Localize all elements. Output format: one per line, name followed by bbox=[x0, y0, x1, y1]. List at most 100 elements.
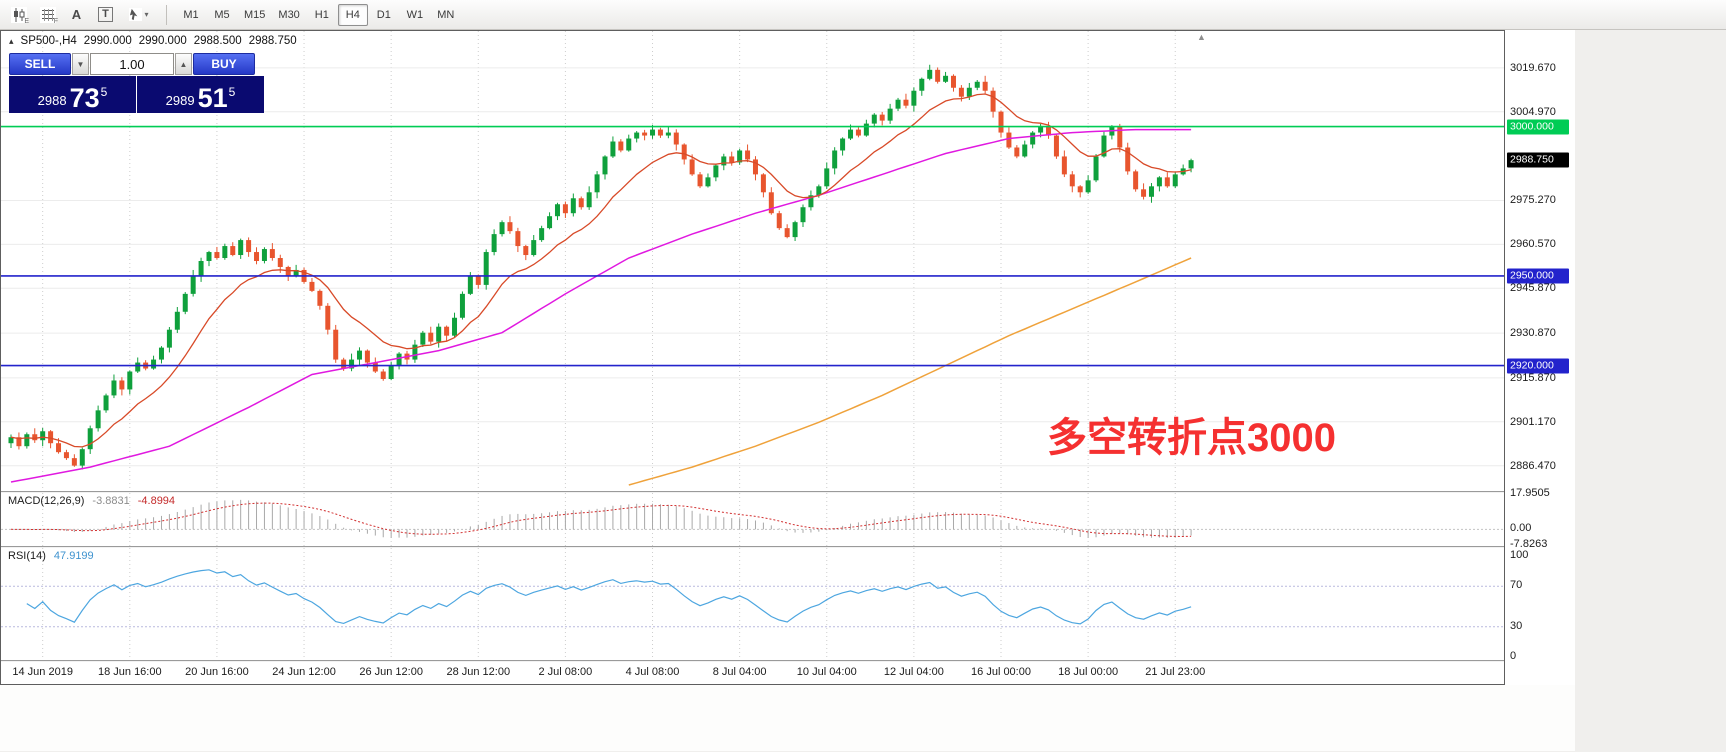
window-bottom-area bbox=[0, 685, 1575, 751]
time-axis-label: 26 Jun 12:00 bbox=[359, 666, 423, 678]
volume-up-button[interactable]: ▲ bbox=[175, 53, 192, 75]
time-axis-label: 21 Jul 23:00 bbox=[1145, 666, 1206, 678]
volume-dropdown-button[interactable]: ▼ bbox=[72, 53, 89, 75]
rsi-value: 47.9199 bbox=[53, 550, 94, 562]
ma-mid-line bbox=[10, 128, 1192, 483]
chart-workspace: 14 Jun 2019 18 Jun 16:00 20 Jun 16:00 24 Ju… bbox=[0, 30, 1726, 685]
macd-scale-label: -7.8263 bbox=[1510, 537, 1548, 550]
rsi-scale-label: 30 bbox=[1510, 619, 1523, 632]
icon-badge: E bbox=[24, 17, 29, 25]
chart-grid-icon[interactable]: F bbox=[34, 3, 61, 27]
one-click-collapse-arrow[interactable]: ▴ bbox=[9, 35, 14, 46]
timeframe-button-w1[interactable]: W1 bbox=[406, 8, 424, 21]
price-badge: 2920.000 bbox=[1507, 358, 1569, 374]
time-axis-label: 12 Jul 04:00 bbox=[883, 666, 944, 678]
price-badge: 2988.750 bbox=[1507, 152, 1569, 168]
price-scale-label: 2975.270 bbox=[1510, 194, 1556, 207]
rsi-label: RSI(14) bbox=[8, 550, 46, 562]
sell-price-big: 73 bbox=[69, 83, 100, 114]
macd-label: MACD(12,26,9) bbox=[8, 495, 85, 507]
macd-header: MACD(12,26,9) -3.8831 -4.8994 bbox=[8, 495, 175, 507]
rsi-scale-label: 0 bbox=[1510, 650, 1517, 662]
time-axis-label: 14 Jun 2019 bbox=[12, 666, 73, 678]
price-scale-column[interactable]: 3019.670 3004.970 2975.270 2960.570 2945.870… bbox=[1505, 30, 1575, 685]
rsi-line bbox=[26, 569, 1192, 625]
macd-signal-value: -4.8994 bbox=[137, 495, 176, 507]
price-scale-label: 2960.570 bbox=[1510, 238, 1556, 251]
candlestick-chart-icon[interactable]: E bbox=[5, 3, 32, 27]
time-axis-label: 18 Jul 00:00 bbox=[1058, 666, 1119, 678]
dropdown-caret-icon: ▾ bbox=[144, 10, 149, 19]
buy-price-big: 51 bbox=[197, 83, 228, 114]
cursor-tools-icon[interactable]: ▾ bbox=[121, 3, 157, 27]
symbol-timeframe-label: SP500-,H4 bbox=[20, 35, 77, 47]
panel-splitter[interactable] bbox=[1, 660, 1504, 662]
open-value: 2990.000 bbox=[83, 35, 132, 47]
time-axis[interactable]: 14 Jun 2019 18 Jun 16:00 20 Jun 16:00 24 Ju… bbox=[1, 662, 1504, 684]
macd-main-value: -3.8831 bbox=[92, 495, 130, 507]
macd-signal-line bbox=[10, 502, 1192, 538]
timeframe-button-mn[interactable]: MN bbox=[437, 8, 455, 21]
sell-price-prefix: 2988 bbox=[37, 93, 67, 109]
time-axis-label: 16 Jul 00:00 bbox=[971, 666, 1031, 678]
low-value: 2988.500 bbox=[193, 35, 242, 47]
chart-plots: 14 Jun 2019 18 Jun 16:00 20 Jun 16:00 24 Ju… bbox=[0, 30, 1505, 685]
buy-price-prefix: 2989 bbox=[165, 93, 195, 109]
icon-badge: F bbox=[53, 17, 58, 25]
price-badge: 3000.000 bbox=[1507, 119, 1569, 135]
price-scale-label: 3004.970 bbox=[1510, 105, 1556, 118]
timeframe-button-m5[interactable]: M5 bbox=[214, 8, 230, 21]
time-axis-label: 28 Jun 12:00 bbox=[446, 666, 511, 678]
macd-histogram bbox=[18, 499, 1192, 538]
chart-ohlc-header: ▴ SP500-,H4 2990.000 2990.000 2988.500 2… bbox=[9, 35, 297, 47]
buy-price-display[interactable]: 2989 51 5 bbox=[137, 76, 264, 113]
text-annotation-icon[interactable]: A bbox=[71, 7, 82, 22]
time-axis-label: 4 Jul 08:00 bbox=[625, 666, 680, 678]
price-badge: 2950.000 bbox=[1507, 268, 1569, 284]
ma-fast-line bbox=[10, 93, 1192, 448]
text-box-icon[interactable]: T bbox=[92, 3, 119, 27]
time-axis-label: 24 Jun 12:00 bbox=[272, 666, 336, 678]
price-scale-label: 2886.470 bbox=[1510, 459, 1556, 472]
timeframe-button-d1[interactable]: D1 bbox=[376, 8, 391, 21]
rsi-indicator-panel[interactable] bbox=[1, 548, 1504, 660]
high-value: 2990.000 bbox=[138, 35, 187, 47]
sell-price-pip: 5 bbox=[100, 85, 108, 99]
time-axis-label: 2 Jul 08:00 bbox=[538, 666, 593, 678]
time-axis-label: 10 Jul 04:00 bbox=[796, 666, 857, 678]
price-scale-label: 3019.670 bbox=[1510, 61, 1556, 74]
chart-shift-marker-icon[interactable]: ▲ bbox=[1197, 32, 1206, 42]
macd-scale-label: 0.00 bbox=[1510, 522, 1532, 535]
buy-button[interactable]: BUY bbox=[193, 53, 255, 75]
buy-price-pip: 5 bbox=[228, 85, 236, 99]
price-scale-label: 2930.870 bbox=[1510, 327, 1556, 340]
one-click-trading-panel: SELL ▼ ▲ BUY 2988 73 5 2989 51 5 bbox=[9, 53, 264, 113]
panel-splitter[interactable] bbox=[1, 546, 1504, 548]
rsi-header: RSI(14) 47.9199 bbox=[8, 550, 94, 562]
timeframe-button-h1[interactable]: H1 bbox=[314, 8, 329, 21]
time-axis-label: 20 Jun 16:00 bbox=[185, 666, 249, 678]
timeframe-button-h4[interactable]: H4 bbox=[337, 3, 368, 26]
timeframe-button-m30[interactable]: M30 bbox=[278, 8, 300, 21]
rsi-scale-label: 70 bbox=[1510, 579, 1523, 592]
price-scale-label: 2901.170 bbox=[1510, 415, 1556, 428]
price-scale-label: 2945.870 bbox=[1510, 282, 1556, 295]
chart-text-annotation: 多空转折点3000 bbox=[1047, 416, 1336, 460]
price-scale-label: 2915.870 bbox=[1510, 371, 1556, 384]
panel-splitter[interactable] bbox=[1, 491, 1504, 493]
macd-indicator-panel[interactable] bbox=[1, 493, 1504, 546]
chart-toolbar: E F A T ▾ M1 M5 M15 M30 H1 H4 D1 W1 MN bbox=[0, 0, 1726, 30]
time-axis-label: 8 Jul 04:00 bbox=[712, 666, 767, 678]
close-value: 2988.750 bbox=[248, 35, 297, 47]
timeframe-button-m1[interactable]: M1 bbox=[183, 8, 199, 21]
ma-slow-line bbox=[628, 257, 1192, 486]
sell-price-display[interactable]: 2988 73 5 bbox=[9, 76, 136, 113]
toolbar-separator bbox=[166, 4, 167, 25]
time-axis-label: 18 Jun 16:00 bbox=[97, 666, 162, 678]
candlestick-series bbox=[8, 64, 1194, 470]
volume-input[interactable] bbox=[90, 53, 174, 75]
sell-button[interactable]: SELL bbox=[9, 53, 71, 75]
timeframe-button-m15[interactable]: M15 bbox=[244, 8, 266, 21]
macd-scale-label: 17.9505 bbox=[1510, 487, 1550, 500]
